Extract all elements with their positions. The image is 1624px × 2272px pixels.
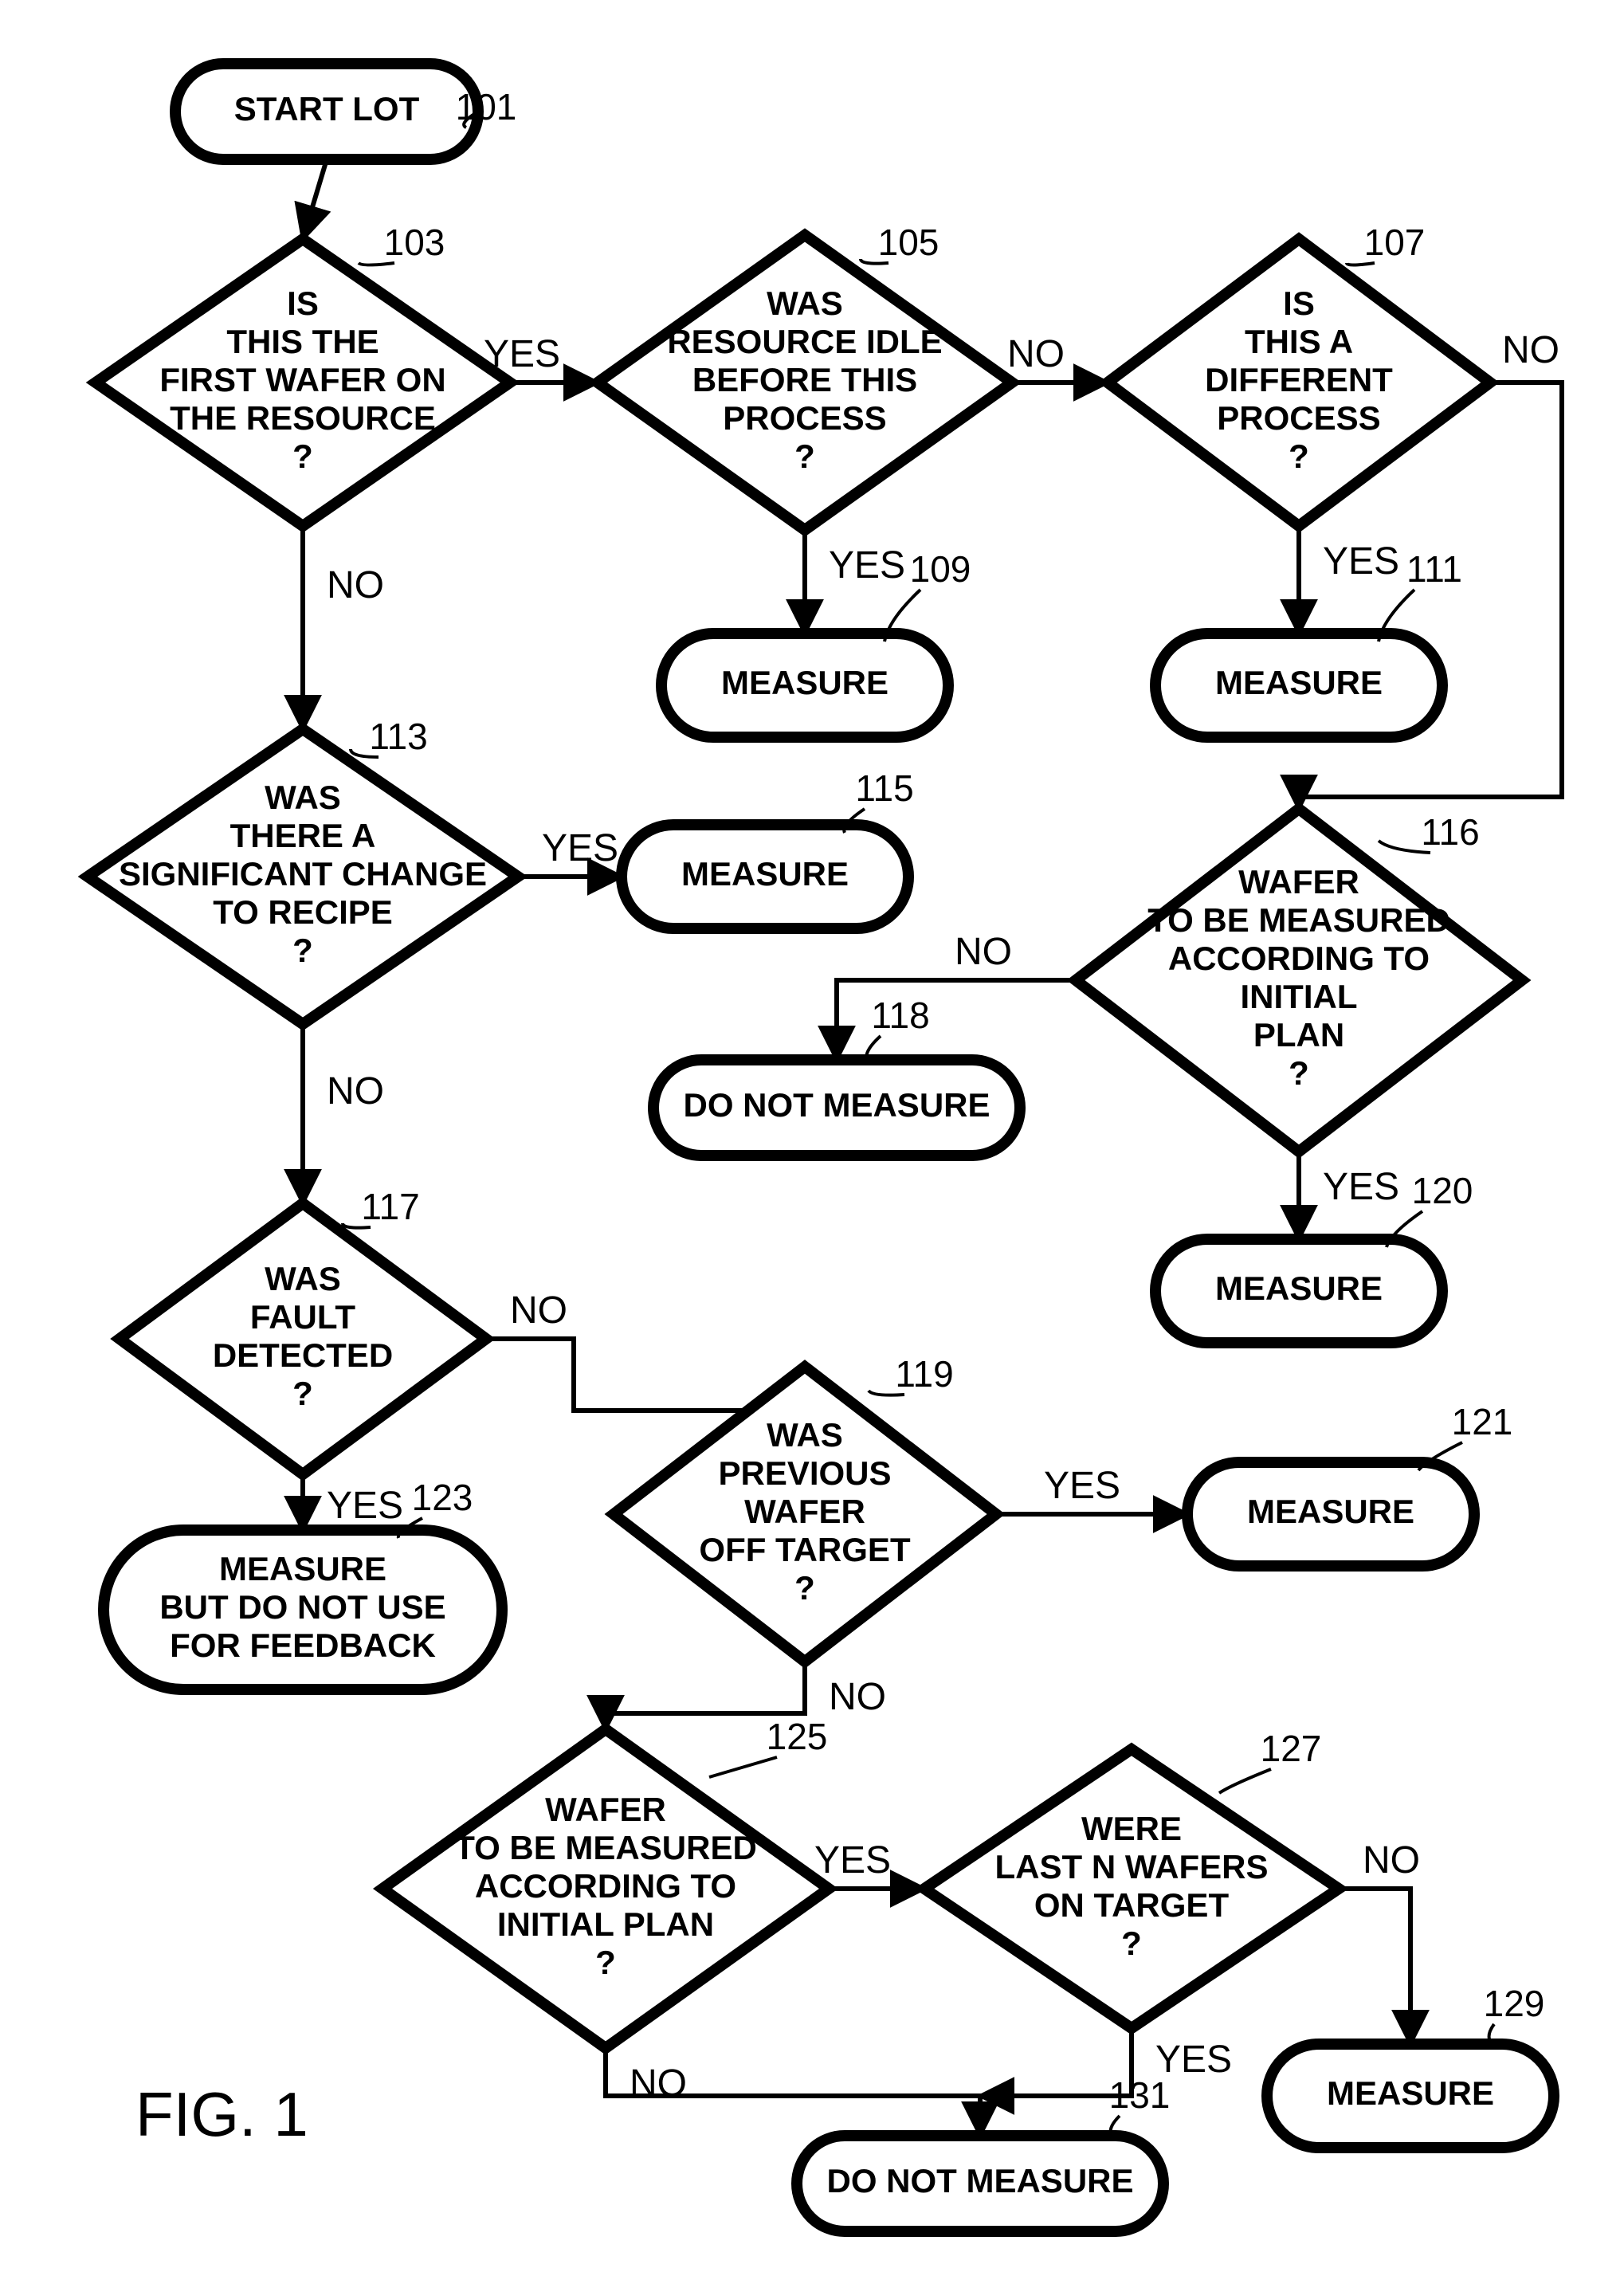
svg-text:105: 105 xyxy=(878,222,939,263)
svg-text:PREVIOUS: PREVIOUS xyxy=(718,1454,891,1492)
svg-text:ACCORDING TO: ACCORDING TO xyxy=(1168,940,1430,977)
svg-text:NO: NO xyxy=(327,1070,384,1112)
svg-text:WAFER: WAFER xyxy=(545,1791,666,1828)
svg-text:START LOT: START LOT xyxy=(234,90,420,128)
svg-text:116: 116 xyxy=(1421,811,1479,853)
svg-text:NO: NO xyxy=(955,931,1012,973)
svg-text:WAS: WAS xyxy=(265,1260,341,1297)
svg-text:120: 120 xyxy=(1412,1170,1473,1211)
svg-text:?: ? xyxy=(1289,1054,1309,1092)
svg-text:111: 111 xyxy=(1406,548,1462,590)
svg-text:ON TARGET: ON TARGET xyxy=(1034,1886,1230,1924)
svg-text:?: ? xyxy=(794,438,815,475)
svg-text:YES: YES xyxy=(1323,1166,1399,1208)
svg-text:YES: YES xyxy=(1044,1465,1120,1507)
svg-text:MEASURE: MEASURE xyxy=(219,1550,386,1587)
svg-text:THE RESOURCE: THE RESOURCE xyxy=(170,399,436,437)
svg-text:FAULT: FAULT xyxy=(250,1298,356,1336)
svg-text:DETECTED: DETECTED xyxy=(213,1336,393,1374)
svg-text:?: ? xyxy=(794,1569,815,1607)
svg-text:NO: NO xyxy=(1502,329,1559,371)
svg-text:?: ? xyxy=(292,1375,313,1412)
svg-text:SIGNIFICANT CHANGE: SIGNIFICANT CHANGE xyxy=(119,855,487,893)
svg-text:113: 113 xyxy=(369,716,427,757)
svg-text:?: ? xyxy=(292,438,313,475)
svg-text:121: 121 xyxy=(1452,1401,1513,1442)
svg-text:PROCESS: PROCESS xyxy=(1217,399,1380,437)
svg-text:118: 118 xyxy=(871,995,929,1036)
svg-text:?: ? xyxy=(292,932,313,969)
svg-text:NO: NO xyxy=(1363,1839,1420,1882)
svg-text:127: 127 xyxy=(1261,1728,1322,1769)
svg-text:LAST N WAFERS: LAST N WAFERS xyxy=(995,1848,1269,1885)
svg-text:MEASURE: MEASURE xyxy=(681,855,849,893)
svg-text:IS: IS xyxy=(287,284,319,322)
svg-text:WAFER: WAFER xyxy=(1238,863,1359,901)
svg-text:FIRST WAFER ON: FIRST WAFER ON xyxy=(159,361,445,398)
svg-text:DO NOT MEASURE: DO NOT MEASURE xyxy=(826,2162,1133,2199)
svg-text:WAS: WAS xyxy=(265,779,341,816)
svg-text:YES: YES xyxy=(484,333,560,375)
svg-text:TO RECIPE: TO RECIPE xyxy=(213,893,393,931)
svg-text:THERE A: THERE A xyxy=(230,817,376,854)
svg-text:YES: YES xyxy=(542,827,618,869)
svg-text:THIS A: THIS A xyxy=(1245,323,1353,360)
svg-text:MEASURE: MEASURE xyxy=(1327,2074,1494,2112)
svg-text:MEASURE: MEASURE xyxy=(721,664,888,701)
svg-text:?: ? xyxy=(595,1944,616,1981)
svg-text:THIS THE: THIS THE xyxy=(226,323,379,360)
svg-text:103: 103 xyxy=(384,222,445,263)
svg-text:INITIAL PLAN: INITIAL PLAN xyxy=(497,1905,714,1943)
svg-text:ACCORDING TO: ACCORDING TO xyxy=(475,1867,736,1905)
svg-text:YES: YES xyxy=(327,1485,403,1527)
svg-text:?: ? xyxy=(1289,438,1309,475)
svg-text:NO: NO xyxy=(829,1676,886,1718)
svg-text:PROCESS: PROCESS xyxy=(723,399,886,437)
svg-text:NO: NO xyxy=(327,564,384,606)
svg-text:WAS: WAS xyxy=(767,284,843,322)
svg-text:115: 115 xyxy=(855,767,913,809)
svg-text:TO BE MEASURED: TO BE MEASURED xyxy=(454,1829,757,1866)
svg-text:DO NOT MEASURE: DO NOT MEASURE xyxy=(683,1086,990,1124)
svg-text:YES: YES xyxy=(829,544,905,587)
svg-text:NO: NO xyxy=(510,1289,567,1332)
svg-text:?: ? xyxy=(1121,1925,1142,1962)
svg-text:WAS: WAS xyxy=(767,1416,843,1454)
svg-text:117: 117 xyxy=(361,1186,419,1227)
svg-text:MEASURE: MEASURE xyxy=(1215,664,1383,701)
svg-text:BEFORE THIS: BEFORE THIS xyxy=(692,361,917,398)
svg-text:YES: YES xyxy=(1155,2039,1232,2081)
svg-text:YES: YES xyxy=(1323,540,1399,583)
svg-text:YES: YES xyxy=(814,1839,891,1882)
svg-text:RESOURCE IDLE: RESOURCE IDLE xyxy=(667,323,942,360)
svg-text:123: 123 xyxy=(412,1477,473,1518)
svg-text:DIFFERENT: DIFFERENT xyxy=(1205,361,1393,398)
svg-text:PLAN: PLAN xyxy=(1253,1016,1344,1054)
svg-text:FIG. 1: FIG. 1 xyxy=(135,2079,308,2149)
svg-text:MEASURE: MEASURE xyxy=(1247,1493,1414,1530)
svg-text:NO: NO xyxy=(630,2062,687,2105)
svg-text:109: 109 xyxy=(910,548,971,590)
svg-text:FOR FEEDBACK: FOR FEEDBACK xyxy=(170,1627,436,1664)
svg-text:WERE: WERE xyxy=(1081,1810,1182,1847)
svg-text:NO: NO xyxy=(1007,333,1065,375)
svg-text:BUT DO NOT USE: BUT DO NOT USE xyxy=(159,1588,445,1626)
svg-text:129: 129 xyxy=(1484,1983,1545,2024)
svg-text:119: 119 xyxy=(895,1353,953,1395)
svg-text:WAFER: WAFER xyxy=(744,1493,865,1530)
svg-text:TO BE MEASURED: TO BE MEASURED xyxy=(1147,901,1450,939)
svg-text:MEASURE: MEASURE xyxy=(1215,1269,1383,1307)
svg-text:107: 107 xyxy=(1364,222,1426,263)
svg-text:IS: IS xyxy=(1283,284,1315,322)
svg-text:INITIAL: INITIAL xyxy=(1241,978,1358,1015)
svg-text:125: 125 xyxy=(767,1716,828,1757)
svg-text:OFF TARGET: OFF TARGET xyxy=(699,1531,911,1568)
